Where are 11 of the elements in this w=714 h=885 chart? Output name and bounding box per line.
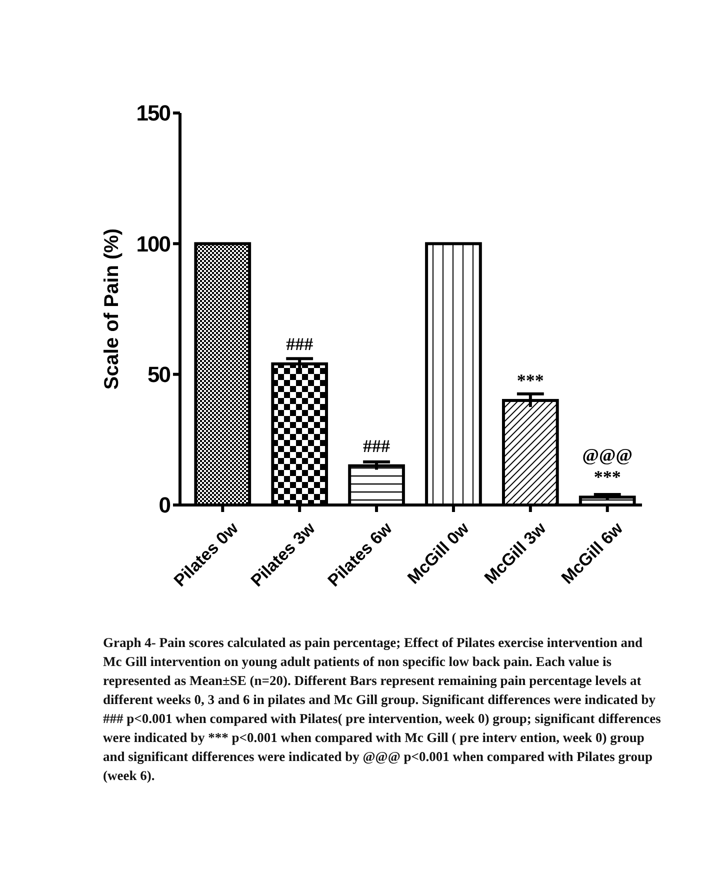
annotation: @@@ [582,445,632,466]
annotation: ### [363,436,390,456]
y-tick-label: 0 [158,492,171,518]
annotation: *** [594,467,621,488]
y-tick-label: 150 [136,100,171,126]
y-axis-title: Scale of Pain (%) [101,228,123,390]
y-tick-label: 100 [136,231,171,256]
caption: Graph 4- Pain scores calculated as pain percentage; Effect of Pilates exercise intervention and Mc Gill intervention on young adult patients of non specific low back pain. Each value is represented as Mean±SE (n=20). Different Bars represent remaining pain percentage levels at different weeks 0, 3 and 6 in pilates and Mc Gill group. Significant differences were indicated by ### p<0.001 when compared with Pilates( pre intervention, week 0) group; significant differences were indicated by *** p<0.001 when compared with Mc Gill ( pre interv ention, week 0) group and significant differences were indicated by @@@ p<0.001 when compared with Pilates group (week 6). [103,634,662,785]
y-tick-label: 50 [148,362,171,388]
annotation: ### [286,334,314,354]
annotation: *** [516,370,544,390]
